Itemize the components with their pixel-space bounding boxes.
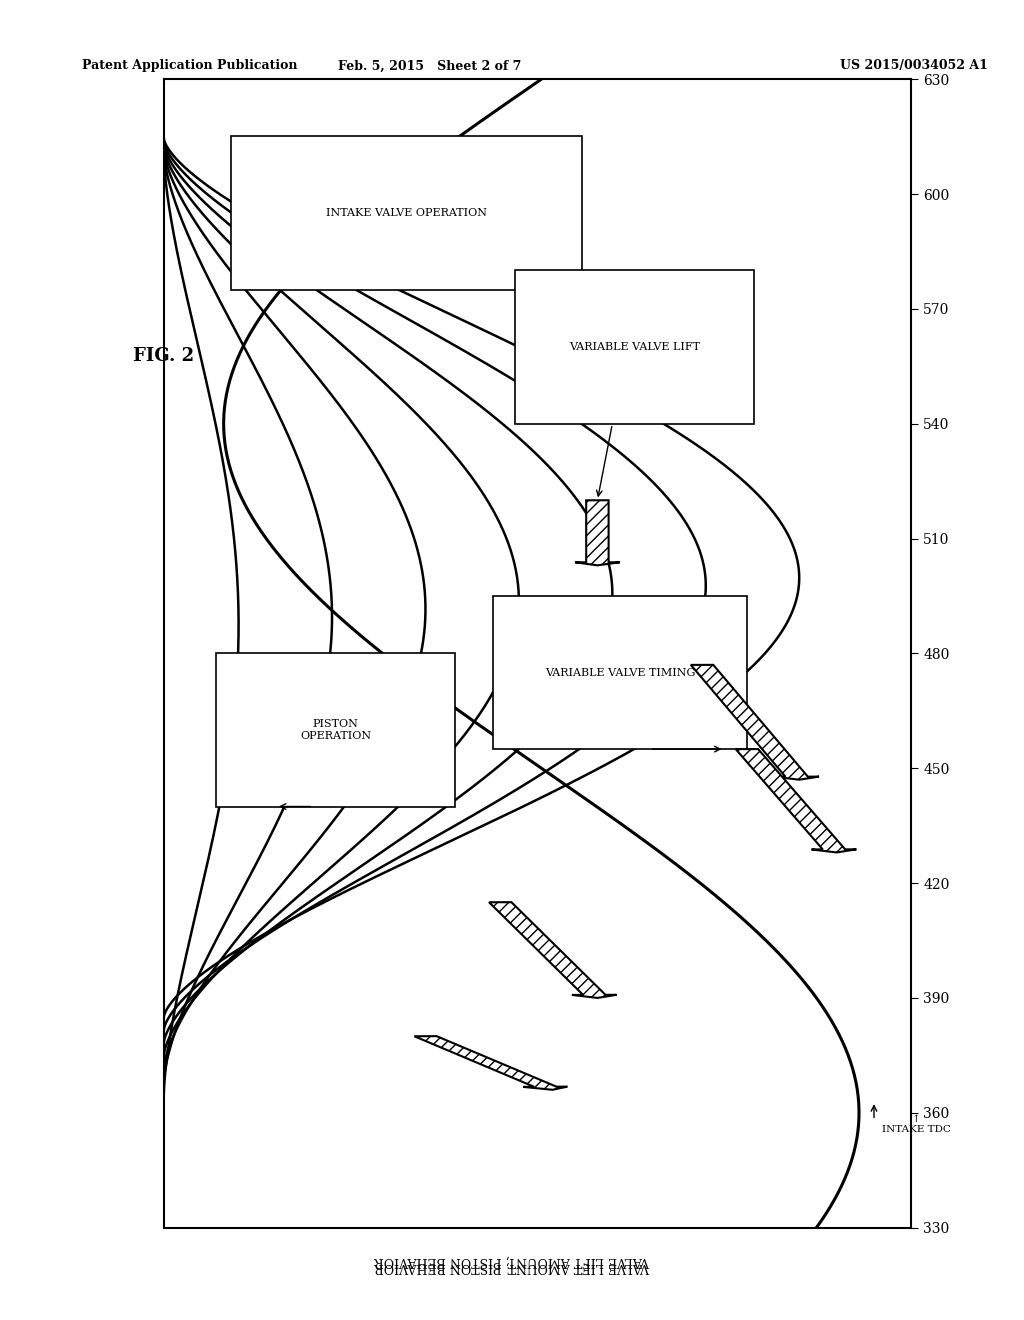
Text: Feb. 5, 2015   Sheet 2 of 7: Feb. 5, 2015 Sheet 2 of 7 bbox=[338, 59, 522, 73]
Text: Patent Application Publication: Patent Application Publication bbox=[82, 59, 297, 73]
Polygon shape bbox=[691, 665, 819, 780]
Polygon shape bbox=[575, 500, 620, 565]
Polygon shape bbox=[415, 1036, 567, 1090]
Text: FIG. 2: FIG. 2 bbox=[133, 347, 195, 366]
FancyBboxPatch shape bbox=[515, 271, 755, 424]
FancyBboxPatch shape bbox=[216, 653, 456, 807]
Text: VALVE LIFT AMOUNT, PISTON BEHAVIOR: VALVE LIFT AMOUNT, PISTON BEHAVIOR bbox=[374, 1261, 650, 1274]
Polygon shape bbox=[735, 748, 856, 853]
Polygon shape bbox=[489, 902, 616, 998]
Text: ↑
INTAKE TDC: ↑ INTAKE TDC bbox=[882, 1115, 951, 1134]
Text: PISTON
OPERATION: PISTON OPERATION bbox=[300, 719, 372, 741]
Text: US 2015/0034052 A1: US 2015/0034052 A1 bbox=[840, 59, 987, 73]
Text: INTAKE VALVE OPERATION: INTAKE VALVE OPERATION bbox=[327, 209, 487, 218]
Text: VARIABLE VALVE TIMING: VARIABLE VALVE TIMING bbox=[545, 668, 695, 677]
Text: VALVE LIFT AMOUNT, PISTON BEHAVIOR: VALVE LIFT AMOUNT, PISTON BEHAVIOR bbox=[374, 1254, 650, 1267]
Text: VARIABLE VALVE LIFT: VARIABLE VALVE LIFT bbox=[569, 342, 700, 352]
FancyBboxPatch shape bbox=[231, 136, 583, 290]
FancyBboxPatch shape bbox=[493, 595, 746, 750]
